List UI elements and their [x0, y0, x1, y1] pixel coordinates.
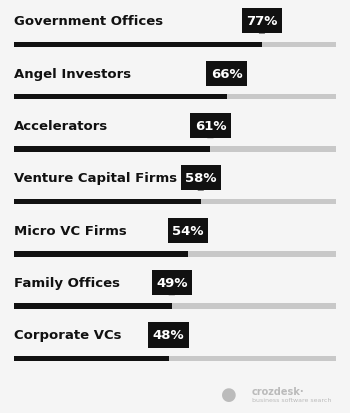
- Text: 54%: 54%: [172, 224, 204, 237]
- Polygon shape: [223, 81, 230, 87]
- Polygon shape: [185, 237, 191, 243]
- Text: Angel Investors: Angel Investors: [14, 68, 131, 81]
- FancyBboxPatch shape: [14, 43, 262, 48]
- Text: Accelerators: Accelerators: [14, 120, 108, 133]
- Text: business software search: business software search: [252, 397, 331, 402]
- FancyBboxPatch shape: [148, 323, 189, 348]
- FancyBboxPatch shape: [14, 356, 169, 361]
- FancyBboxPatch shape: [152, 271, 192, 295]
- Text: 66%: 66%: [211, 68, 242, 81]
- Polygon shape: [198, 185, 204, 191]
- Text: Venture Capital Firms: Venture Capital Firms: [14, 172, 177, 185]
- Polygon shape: [169, 290, 175, 295]
- Text: 49%: 49%: [156, 276, 188, 290]
- Text: Corporate VCs: Corporate VCs: [14, 329, 121, 342]
- FancyBboxPatch shape: [14, 356, 336, 361]
- Text: 48%: 48%: [153, 329, 184, 342]
- FancyBboxPatch shape: [14, 199, 201, 205]
- Text: ●: ●: [220, 385, 236, 404]
- Text: crozdesk·: crozdesk·: [252, 387, 304, 396]
- FancyBboxPatch shape: [14, 252, 336, 257]
- FancyBboxPatch shape: [14, 95, 336, 100]
- FancyBboxPatch shape: [14, 147, 336, 152]
- Polygon shape: [166, 342, 172, 348]
- Text: 77%: 77%: [246, 15, 278, 28]
- Polygon shape: [259, 28, 265, 34]
- FancyBboxPatch shape: [14, 304, 172, 309]
- Text: Micro VC Firms: Micro VC Firms: [14, 224, 127, 237]
- FancyBboxPatch shape: [168, 218, 208, 243]
- FancyBboxPatch shape: [206, 62, 247, 87]
- Text: 58%: 58%: [185, 172, 217, 185]
- FancyBboxPatch shape: [242, 9, 282, 34]
- FancyBboxPatch shape: [14, 43, 336, 48]
- FancyBboxPatch shape: [181, 166, 221, 191]
- FancyBboxPatch shape: [190, 114, 231, 139]
- FancyBboxPatch shape: [14, 304, 336, 309]
- FancyBboxPatch shape: [14, 252, 188, 257]
- FancyBboxPatch shape: [14, 95, 226, 100]
- Text: Government Offices: Government Offices: [14, 15, 163, 28]
- Text: Family Offices: Family Offices: [14, 276, 120, 290]
- Polygon shape: [207, 133, 214, 139]
- FancyBboxPatch shape: [14, 147, 210, 152]
- FancyBboxPatch shape: [14, 199, 336, 205]
- Text: 61%: 61%: [195, 120, 226, 133]
